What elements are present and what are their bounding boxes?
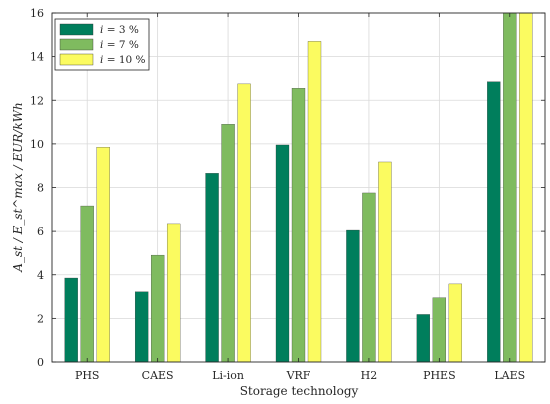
bar-h2-series-3 <box>378 161 392 363</box>
y-tick-label: 8 <box>37 182 44 195</box>
legend-swatch <box>59 23 94 36</box>
x-axis-label: Storage technology <box>240 384 359 398</box>
x-tick-label: VRF <box>286 369 311 382</box>
bar-laes-series-1 <box>487 81 501 363</box>
y-tick-label: 6 <box>37 225 44 238</box>
y-tick-label: 12 <box>30 94 44 107</box>
bar-h2-series-1 <box>346 229 360 363</box>
y-tick-label: 2 <box>37 312 44 325</box>
axes <box>51 12 546 363</box>
y-tick-label: 4 <box>37 269 44 282</box>
legend: i = 3 % i = 7 % i = 10 % <box>54 18 150 71</box>
bar-li-ion-series-2 <box>221 124 235 363</box>
x-tick-label: CAES <box>142 369 174 382</box>
plot-frame <box>51 12 546 363</box>
y-tick-labels: 0 2 4 6 8 10 12 14 16 <box>30 7 44 369</box>
x-tick-label: H2 <box>361 369 378 382</box>
bar-laes-series-2 <box>503 12 517 363</box>
legend-swatch <box>59 53 94 66</box>
legend-label: i = 3 % <box>100 24 139 36</box>
x-tick-label: Li-ion <box>212 369 244 382</box>
bar-caes-series-1 <box>134 291 149 363</box>
legend-swatch <box>59 38 94 51</box>
bar-li-ion-series-1 <box>205 173 219 363</box>
y-tick-label: 16 <box>30 7 44 20</box>
y-tick-label: 0 <box>37 356 44 369</box>
bar-laes-series-3 <box>519 12 533 363</box>
bar-caes-series-2 <box>150 254 165 363</box>
bar-vrf-series-3 <box>307 41 322 363</box>
x-tick-label: LAES <box>494 369 525 382</box>
x-tick-label: PHES <box>423 369 456 382</box>
legend-items: i = 3 % i = 7 % i = 10 % <box>59 23 146 66</box>
x-tick-label: PHS <box>75 369 100 382</box>
legend-label: i = 10 % <box>100 54 146 66</box>
y-axis-label: A_st / E_st^max / EUR/kWh <box>11 102 25 272</box>
bar-phes-series-3 <box>448 283 463 363</box>
bar-vrf-series-2 <box>291 88 306 363</box>
bar-phs-series-1 <box>64 277 78 363</box>
bar-phs-series-2 <box>80 205 94 363</box>
bar-caes-series-3 <box>166 223 181 363</box>
y-tick-label: 10 <box>30 138 44 151</box>
bar-h2-series-2 <box>362 192 376 363</box>
x-tick-labels: PHS CAES Li-ion VRF H2 PHES LAES <box>75 369 525 382</box>
bar-vrf-series-1 <box>275 144 290 363</box>
bar-li-ion-series-3 <box>237 83 251 363</box>
bar-phs-series-3 <box>96 146 110 363</box>
legend-label: i = 7 % <box>100 39 139 51</box>
y-tick-label: 14 <box>30 51 44 64</box>
bar-phes-series-1 <box>416 314 431 363</box>
bar-phes-series-2 <box>432 297 447 363</box>
